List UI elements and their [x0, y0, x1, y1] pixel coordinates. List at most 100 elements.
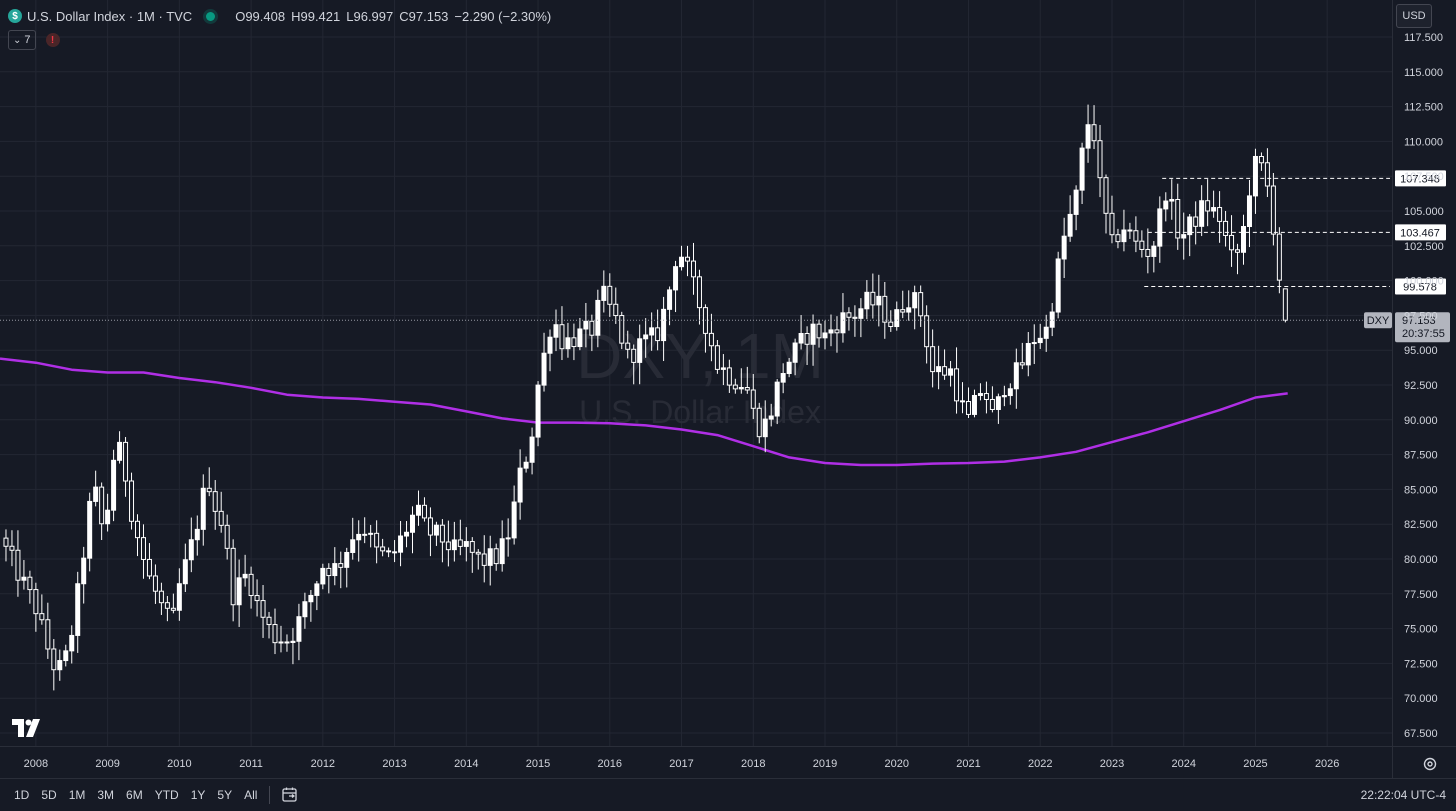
candle-body: [619, 315, 625, 344]
candle-body: [960, 400, 966, 403]
candle-body: [45, 619, 51, 650]
candle: [995, 393, 1001, 424]
candle-body: [517, 467, 523, 503]
candle: [1157, 196, 1163, 263]
moving-average-line: [0, 357, 1288, 467]
clock-time[interactable]: 22:22:04 UTC-4: [1360, 788, 1446, 802]
chart-title[interactable]: U.S. Dollar Index · 1M · TVC: [27, 8, 193, 24]
candle: [983, 381, 989, 414]
candle-body: [1031, 342, 1037, 345]
range-button[interactable]: 1D: [14, 788, 30, 802]
candle-body: [1139, 240, 1145, 250]
x-tick-label: 2021: [956, 758, 980, 770]
candle: [152, 564, 158, 604]
tradingview-logo-icon[interactable]: [12, 719, 42, 742]
indicators-toggle-button[interactable]: ⌄ 7: [8, 30, 36, 50]
candle-body: [81, 557, 87, 585]
gear-icon[interactable]: [1422, 756, 1438, 772]
candle-body: [3, 537, 9, 547]
candle: [1151, 241, 1157, 273]
bottom-toolbar: 1D 5D 1M 3M 6M YTD 1Y 5Y All 22:22:04 UTC-4: [0, 778, 1456, 811]
candle: [1073, 185, 1079, 231]
candle: [577, 317, 583, 351]
candle-body: [655, 327, 661, 342]
range-button[interactable]: 6M: [126, 788, 143, 802]
candle: [738, 368, 744, 394]
candle: [146, 543, 152, 580]
range-button[interactable]: 5D: [41, 788, 57, 802]
candle: [1007, 383, 1013, 405]
candle: [732, 378, 738, 394]
candle: [559, 306, 565, 361]
candle-body: [499, 538, 505, 565]
candle: [15, 530, 21, 597]
candle: [93, 470, 99, 507]
candle: [1121, 209, 1127, 252]
candle: [374, 520, 380, 564]
candle: [1145, 228, 1151, 274]
candle: [810, 314, 816, 366]
level-label-box: [1395, 278, 1446, 295]
y-tick-label: 100.000: [1404, 276, 1444, 288]
candle-body: [1079, 147, 1085, 191]
candle-body: [1037, 337, 1043, 344]
candle: [780, 363, 786, 394]
candle: [332, 547, 338, 586]
candle-body: [1217, 207, 1223, 222]
calendar-range-icon[interactable]: [280, 785, 300, 805]
candle: [439, 519, 445, 563]
y-tick-label: 70.000: [1404, 693, 1438, 705]
candle: [1133, 216, 1139, 253]
candle: [188, 517, 194, 573]
range-button[interactable]: 3M: [97, 788, 115, 802]
candle-body: [1151, 245, 1157, 257]
candle-body: [983, 393, 989, 400]
range-button[interactable]: 1M: [68, 788, 86, 802]
candle-body: [380, 546, 386, 552]
candle: [248, 566, 254, 609]
candle-body: [314, 583, 320, 596]
y-tick-label: 82.500: [1404, 519, 1438, 531]
candle-body: [392, 551, 398, 554]
candle-body: [69, 634, 75, 652]
candle-body: [123, 441, 129, 482]
range-button[interactable]: All: [244, 788, 258, 802]
candle: [864, 280, 870, 320]
candle-body: [529, 436, 535, 463]
range-button[interactable]: YTD: [154, 788, 179, 802]
currency-button[interactable]: USD: [1396, 4, 1432, 28]
candle: [21, 560, 27, 590]
candle-body: [1061, 235, 1067, 260]
candle: [344, 547, 350, 588]
candle: [1205, 179, 1211, 227]
warning-icon[interactable]: !: [45, 33, 60, 47]
candle: [965, 387, 971, 419]
candle: [463, 527, 469, 562]
candle-body: [1157, 208, 1163, 247]
candle-body: [87, 500, 93, 559]
candle: [1031, 324, 1037, 365]
candle: [206, 467, 212, 497]
candle: [1019, 342, 1025, 370]
y-tick-label: 110.000: [1404, 136, 1443, 148]
range-button[interactable]: 5Y: [217, 788, 233, 802]
candle-body: [977, 393, 983, 396]
candle: [571, 323, 577, 361]
level-label: 107.348: [1400, 173, 1440, 185]
candle: [595, 289, 601, 348]
candle-body: [404, 531, 410, 537]
candle: [960, 382, 966, 414]
y-tick-label: 112.500: [1404, 102, 1443, 114]
candle-body: [242, 573, 248, 579]
candle: [894, 301, 900, 331]
x-tick-label: 2018: [741, 758, 765, 770]
candle: [1211, 190, 1217, 218]
candle-body: [637, 338, 643, 363]
candle: [1246, 179, 1252, 248]
range-button[interactable]: 1Y: [190, 788, 206, 802]
candle-body: [601, 285, 607, 301]
candle: [302, 592, 308, 629]
candle-body: [971, 394, 977, 415]
